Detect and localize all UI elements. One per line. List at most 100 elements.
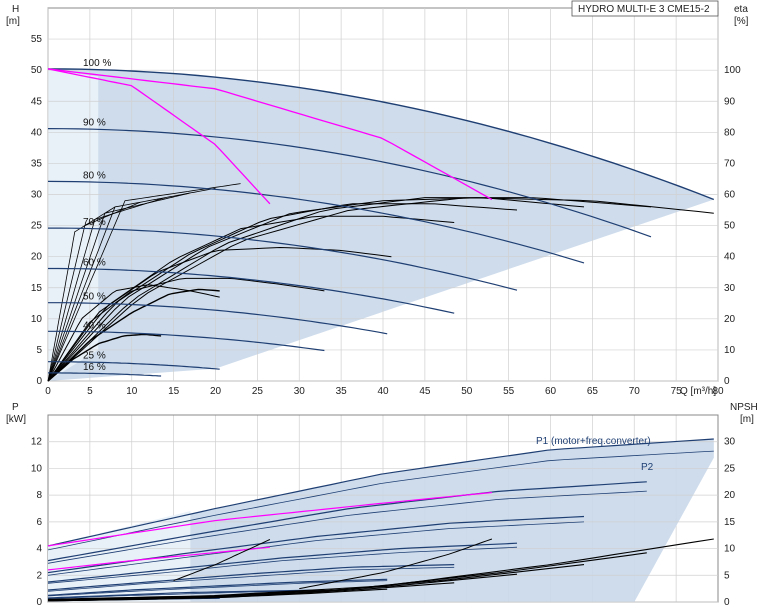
power-y-tick: 2 <box>36 570 42 581</box>
speed-curve <box>47 180 585 264</box>
efficiency-curve-fan <box>47 192 191 382</box>
eta-axis-unit: [%] <box>734 16 749 27</box>
chart-title: HYDRO MULTI-E 3 CME15-2 <box>578 4 710 15</box>
p2-series-label: P2 <box>641 462 654 473</box>
power-p1-curve <box>47 589 325 599</box>
flow-x-tick: 15 <box>168 386 180 397</box>
flow-x-tick: 30 <box>294 386 306 397</box>
power-y-tick: 4 <box>36 544 42 555</box>
head-y-tick: 15 <box>31 283 43 294</box>
npsh-y-tick: 20 <box>724 490 736 501</box>
power-p2-curve <box>47 546 518 584</box>
system-curve <box>47 68 493 201</box>
speed-curve-label: 60 % <box>83 257 106 268</box>
head-axis-label: H <box>12 4 19 15</box>
power-range-area <box>48 439 714 602</box>
head-axis-unit: [m] <box>6 16 20 27</box>
npsh-axis-label: NPSH <box>730 402 758 413</box>
p1-series-label: P1 (motor+freq.converter) <box>536 436 651 447</box>
head-y-tick: 55 <box>31 34 43 45</box>
power-p2-curve <box>47 490 647 564</box>
npsh-system-curve <box>299 538 493 590</box>
power-p2-curve <box>47 521 585 576</box>
flow-x-tick: 60 <box>545 386 557 397</box>
power-p1-curve <box>47 564 455 591</box>
speed-curve <box>48 330 325 352</box>
flow-x-tick: 65 <box>587 386 599 397</box>
speed-curve-label: 70 % <box>83 217 106 228</box>
flow-x-tick: 25 <box>252 386 264 397</box>
npsh-y-tick: 0 <box>724 597 730 608</box>
power-y-tick: 10 <box>31 463 43 474</box>
operating-range-area <box>48 68 714 382</box>
power-y-tick: 6 <box>36 517 42 528</box>
flow-x-tick: 40 <box>377 386 389 397</box>
npsh-y-tick: 30 <box>724 437 736 448</box>
efficiency-curve-low-speed <box>47 333 162 382</box>
npsh-curve <box>47 588 388 602</box>
flow-x-tick: 0 <box>45 386 51 397</box>
power-system-curve <box>47 546 270 571</box>
power-p1-curve <box>47 481 647 562</box>
flow-x-tick: 55 <box>503 386 515 397</box>
npsh-system-curve <box>173 539 271 582</box>
head-y-tick: 25 <box>31 221 43 232</box>
speed-curve <box>48 372 162 377</box>
power-system-curve <box>47 491 492 547</box>
eta-y-tick: 50 <box>724 221 736 232</box>
efficiency-curve <box>47 215 455 382</box>
speed-curve <box>48 302 388 335</box>
eta-y-tick: 80 <box>724 127 736 138</box>
power-p1-curve <box>47 578 388 596</box>
flow-x-tick: 20 <box>210 386 222 397</box>
speed-curve-label: 100 % <box>83 58 111 69</box>
flow-x-tick: 35 <box>336 386 348 397</box>
flow-axis-label: Q [m³/h] <box>680 386 716 397</box>
head-y-tick: 50 <box>31 65 43 76</box>
power-y-tick: 8 <box>36 490 42 501</box>
speed-curve-label: 40 % <box>83 320 106 331</box>
npsh-y-tick: 15 <box>724 517 736 528</box>
power-axis-unit: [kW] <box>6 414 26 425</box>
speed-curve <box>47 128 652 238</box>
power-p1-curve <box>47 542 518 583</box>
speed-curve-label: 25 % <box>83 351 106 362</box>
power-y-tick: 0 <box>36 597 42 608</box>
head-y-tick: 45 <box>31 96 43 107</box>
power-p2-curve <box>47 450 714 551</box>
speed-curve <box>48 361 220 370</box>
efficiency-curve <box>47 246 392 382</box>
power-p2-curve <box>47 566 455 592</box>
flow-x-tick: 75 <box>671 386 683 397</box>
eta-y-tick: 10 <box>724 345 736 356</box>
speed-curve-label: 50 % <box>83 292 106 303</box>
efficiency-curve-fan <box>47 206 116 382</box>
efficiency-curve-low-speed <box>47 288 220 382</box>
power-y-tick: 12 <box>31 437 43 448</box>
npsh-y-tick: 25 <box>724 463 736 474</box>
power-axis-label: P <box>12 402 19 413</box>
speed-curve <box>48 267 455 314</box>
head-y-tick: 10 <box>31 314 43 325</box>
npsh-y-tick: 10 <box>724 544 736 555</box>
head-y-tick: 40 <box>31 127 43 138</box>
efficiency-curve <box>47 197 714 382</box>
eta-y-tick: 90 <box>724 96 736 107</box>
speed-curve-label: 16 % <box>83 362 106 373</box>
flow-x-tick: 45 <box>419 386 431 397</box>
flow-x-tick: 70 <box>629 386 641 397</box>
npsh-axis-unit: [m] <box>740 414 754 425</box>
eta-axis-label: eta <box>734 4 748 15</box>
efficiency-curve-fan <box>47 187 216 382</box>
eta-y-tick: 40 <box>724 252 736 263</box>
eta-y-tick: 60 <box>724 190 736 201</box>
power-p1-curve <box>47 438 714 547</box>
head-y-tick: 35 <box>31 158 43 169</box>
power-low-flow-area <box>48 511 191 602</box>
system-curve <box>47 68 271 205</box>
head-y-tick: 20 <box>31 252 43 263</box>
speed-curve-label: 80 % <box>83 170 106 181</box>
speed-curve <box>47 68 715 201</box>
